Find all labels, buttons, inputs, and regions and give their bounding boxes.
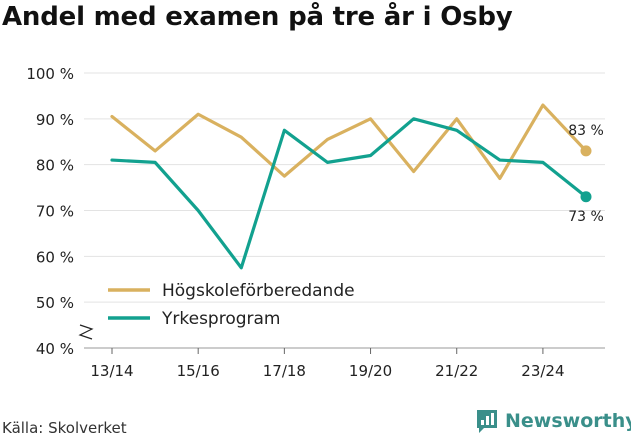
page-title: Andel med examen på tre år i Osby [2,2,513,32]
brand-logo: Newsworthy [475,406,631,436]
y-tick-label: 100 % [26,65,74,83]
newsworthy-logo-icon [477,410,497,433]
series-line-0 [110,103,588,181]
y-tick-label: 90 % [36,111,74,129]
series-layer: 83 % 73 % [110,103,604,270]
y-tick-label: 60 % [36,248,74,266]
grid-lines [84,72,605,303]
x-tick-label: 13/14 [90,362,133,380]
legend: Högskoleförberedande Yrkesprogram [108,281,355,329]
series-end-label-0: 83 % [568,123,604,139]
y-tick-label: 50 % [36,294,74,312]
series-line-1 [110,117,588,270]
y-tick-label: 70 % [36,203,74,221]
legend-label: Högskoleförberedande [162,281,355,301]
y-tick-label: 80 % [36,157,74,175]
x-axis-ticks: 13/14 15/16 17/18 19/20 21/22 23/24 [84,347,605,380]
x-tick-label: 17/18 [263,362,306,380]
series-end-point-0 [580,145,592,157]
x-tick-label: 19/20 [349,362,392,380]
x-tick-label: 21/22 [435,362,478,380]
y-tick-label: 40 % [36,340,74,358]
series-end-label-1: 73 % [568,209,604,225]
legend-label: Yrkesprogram [161,309,281,329]
x-tick-label: 23/24 [521,362,564,380]
brand-name: Newsworthy [505,410,631,432]
axis-break-icon [78,324,94,340]
x-tick-label: 15/16 [177,362,220,380]
source-label: Källa: Skolverket [2,419,127,437]
series-end-point-1 [580,191,592,203]
y-axis-ticks: 40 % 50 % 60 % 70 % 80 % 90 % 100 % [26,65,94,358]
